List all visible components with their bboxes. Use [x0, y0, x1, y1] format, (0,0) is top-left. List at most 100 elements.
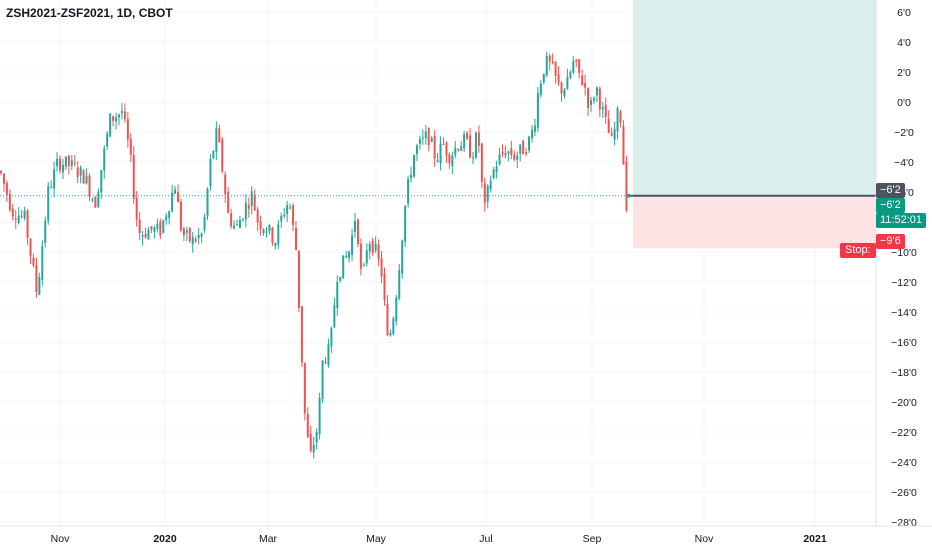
candle-body [165, 216, 168, 221]
candle-body [132, 154, 135, 200]
candle-body [489, 180, 492, 190]
candle-body [528, 136, 531, 151]
candle-body [542, 73, 545, 83]
candle-body [457, 149, 460, 151]
candle-body [200, 233, 203, 237]
x-tick-label: Nov [51, 533, 70, 545]
candle-body [91, 199, 94, 201]
candle-body [616, 108, 619, 132]
stop-zone [633, 195, 876, 249]
candle-body [26, 210, 29, 238]
candle-body [88, 175, 91, 197]
candle-body [510, 148, 513, 156]
candle-body [259, 221, 262, 230]
y-tick-label: 2'0 [897, 67, 911, 79]
candle-body [536, 93, 539, 128]
candle-body [607, 119, 610, 134]
candle-body [280, 215, 283, 222]
candle-body [330, 328, 333, 347]
candle-body [480, 143, 483, 182]
candle-body [551, 61, 554, 64]
candle-body [79, 167, 82, 176]
candle-body [94, 197, 97, 208]
candle-body [203, 216, 206, 231]
candle-body [244, 202, 247, 220]
x-tick-label: Sep [583, 533, 602, 545]
candle-body [144, 233, 147, 238]
candle-body [439, 143, 442, 164]
candle-body [590, 100, 592, 106]
candle-body [271, 228, 274, 244]
candle-body [150, 226, 153, 230]
candle-body [118, 114, 120, 118]
candle-body [401, 240, 404, 274]
candle-body [126, 119, 129, 140]
candle-body [472, 157, 474, 159]
candle-body [85, 175, 88, 184]
candle-body [171, 192, 174, 212]
candle-body [601, 107, 604, 110]
candle-body [351, 235, 354, 255]
candle-body [619, 111, 622, 123]
candle-body [374, 243, 377, 251]
candle-body [120, 111, 123, 114]
candle-body [224, 174, 227, 195]
candle-body [604, 104, 607, 118]
candle-body [238, 219, 241, 229]
candle-body [415, 145, 418, 155]
candle-body [188, 227, 191, 242]
y-tick-label: −24'0 [891, 457, 917, 469]
candle-body [525, 151, 528, 154]
price-axis[interactable]: 6'04'02'00'0−2'0−4'0−6'0−8'0−10'0−12'0−1… [875, 0, 917, 529]
candle-body [386, 303, 389, 336]
candle-body [324, 361, 327, 363]
y-tick-label: −28'0 [891, 517, 917, 529]
candle-body [365, 250, 368, 264]
candle-body [73, 163, 76, 165]
candle-body [575, 59, 578, 62]
y-tick-label: −18'0 [891, 367, 917, 379]
candle-body [451, 155, 454, 167]
candle-body [106, 133, 109, 147]
candle-body [159, 221, 162, 236]
candle-body [185, 230, 188, 233]
candle-body [572, 60, 575, 73]
candle-body [103, 148, 106, 171]
candle-body [581, 75, 584, 85]
y-tick-label: −22'0 [891, 427, 917, 439]
candle-body [516, 155, 519, 160]
candle-body [504, 153, 507, 156]
x-tick-label: 2021 [803, 533, 827, 545]
candle-body [474, 132, 477, 158]
candle-body [227, 191, 230, 213]
candle-body [368, 244, 371, 252]
time-axis[interactable]: Nov 2020 Mar May Jul Sep Nov 2021 [0, 525, 932, 545]
candle-body [53, 169, 56, 189]
candle-body [362, 264, 365, 266]
candle-body [67, 155, 70, 166]
candle-body [587, 88, 590, 108]
candle-body [123, 111, 126, 120]
candle-body [333, 305, 336, 328]
candle-body [23, 210, 26, 219]
stop-label[interactable]: Stop: [840, 243, 876, 258]
candle-body [236, 224, 238, 226]
candle-body [445, 142, 448, 156]
candle-body [498, 154, 501, 165]
candle-body [595, 87, 598, 96]
candle-body [247, 205, 250, 209]
candle-body [230, 213, 233, 226]
candle-body [477, 132, 480, 146]
candle-body [20, 215, 23, 217]
candle-body [191, 237, 194, 245]
candle-body [392, 318, 395, 335]
candle-body [354, 220, 356, 232]
candle-body [380, 258, 383, 277]
candle-body [312, 444, 315, 453]
candle-body [321, 360, 324, 400]
candle-body [76, 167, 79, 177]
candle-body [156, 223, 159, 230]
candle-body [507, 151, 510, 154]
